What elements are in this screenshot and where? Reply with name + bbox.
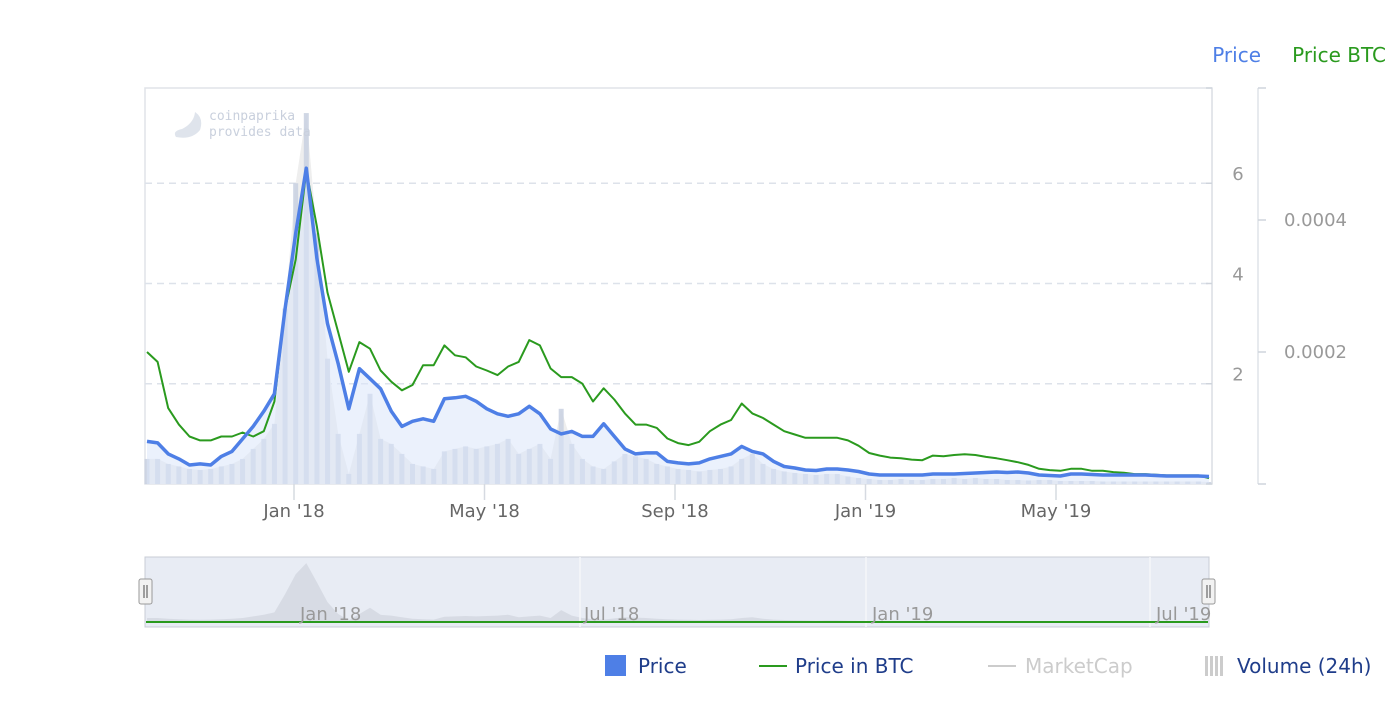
legend-label-marketcap: MarketCap xyxy=(1025,654,1133,678)
legend-label-volume: Volume (24h) xyxy=(1237,654,1371,678)
legend-bars-icon xyxy=(1205,656,1223,676)
watermark-line-2: provides data xyxy=(209,125,311,140)
price-series xyxy=(146,166,1210,479)
x-tick-label: Jan '19 xyxy=(834,501,896,522)
price-tick-label: 6 xyxy=(1232,164,1243,185)
navigator-labels: Jan '18 Jul '18 Jan '19 Jul '19 xyxy=(299,604,1211,625)
x-tick-label: May '18 xyxy=(449,501,520,522)
price-area xyxy=(147,168,1209,484)
pepper-logo-icon xyxy=(174,112,202,138)
price-tick-label: 4 xyxy=(1232,264,1243,285)
price-line xyxy=(146,166,1210,479)
price-btc-axis-ticks: 0.0002 0.0004 xyxy=(1258,87,1347,485)
navigator-label: Jul '18 xyxy=(583,604,639,625)
x-axis-ticks: Jan '18 May '18 Sep '18 Jan '19 May '19 xyxy=(262,484,1091,522)
price-tick-label: 2 xyxy=(1232,365,1243,386)
legend-label-price: Price xyxy=(638,654,687,678)
price-axis-ticks: 2 4 6 xyxy=(1206,87,1244,485)
legend-item-marketcap[interactable]: MarketCap xyxy=(988,654,1133,678)
navigator-volume xyxy=(147,557,1209,627)
navigator[interactable]: Jan '18 Jul '18 Jan '19 Jul '19 xyxy=(138,556,1216,628)
legend-square-icon xyxy=(605,655,626,676)
navigator-label: Jul '19 xyxy=(1155,604,1211,625)
navigator-handle-right[interactable] xyxy=(1201,578,1216,605)
price-btc-line xyxy=(146,169,1210,480)
legend-label-price-btc: Price in BTC xyxy=(795,654,913,678)
x-tick-label: Sep '18 xyxy=(641,501,709,522)
legend-item-volume[interactable]: Volume (24h) xyxy=(1205,654,1371,678)
axis-title-price: Price xyxy=(1212,43,1261,67)
x-tick-label: Jan '18 xyxy=(262,501,324,522)
price-fill xyxy=(147,168,1209,484)
legend-item-price-btc[interactable]: Price in BTC xyxy=(759,654,913,678)
grid-lines xyxy=(145,182,1212,385)
price-btc-series xyxy=(146,169,1210,480)
navigator-handle-left[interactable] xyxy=(138,578,153,605)
price-btc-tick-label: 0.0004 xyxy=(1284,210,1347,231)
navigator-label: Jan '18 xyxy=(299,604,361,625)
price-btc-tick-label: 0.0002 xyxy=(1284,342,1347,363)
x-tick-label: May '19 xyxy=(1021,501,1092,522)
navigator-label: Jan '19 xyxy=(871,604,933,625)
axis-title-price-btc: Price BTC xyxy=(1292,43,1386,67)
coinpaprika-watermark: coinpaprika provides data xyxy=(174,109,311,140)
legend-item-price[interactable]: Price xyxy=(605,654,687,678)
legend: Price Price in BTC MarketCap Volume (24h… xyxy=(605,654,1371,678)
watermark-line-1: coinpaprika xyxy=(209,109,295,124)
